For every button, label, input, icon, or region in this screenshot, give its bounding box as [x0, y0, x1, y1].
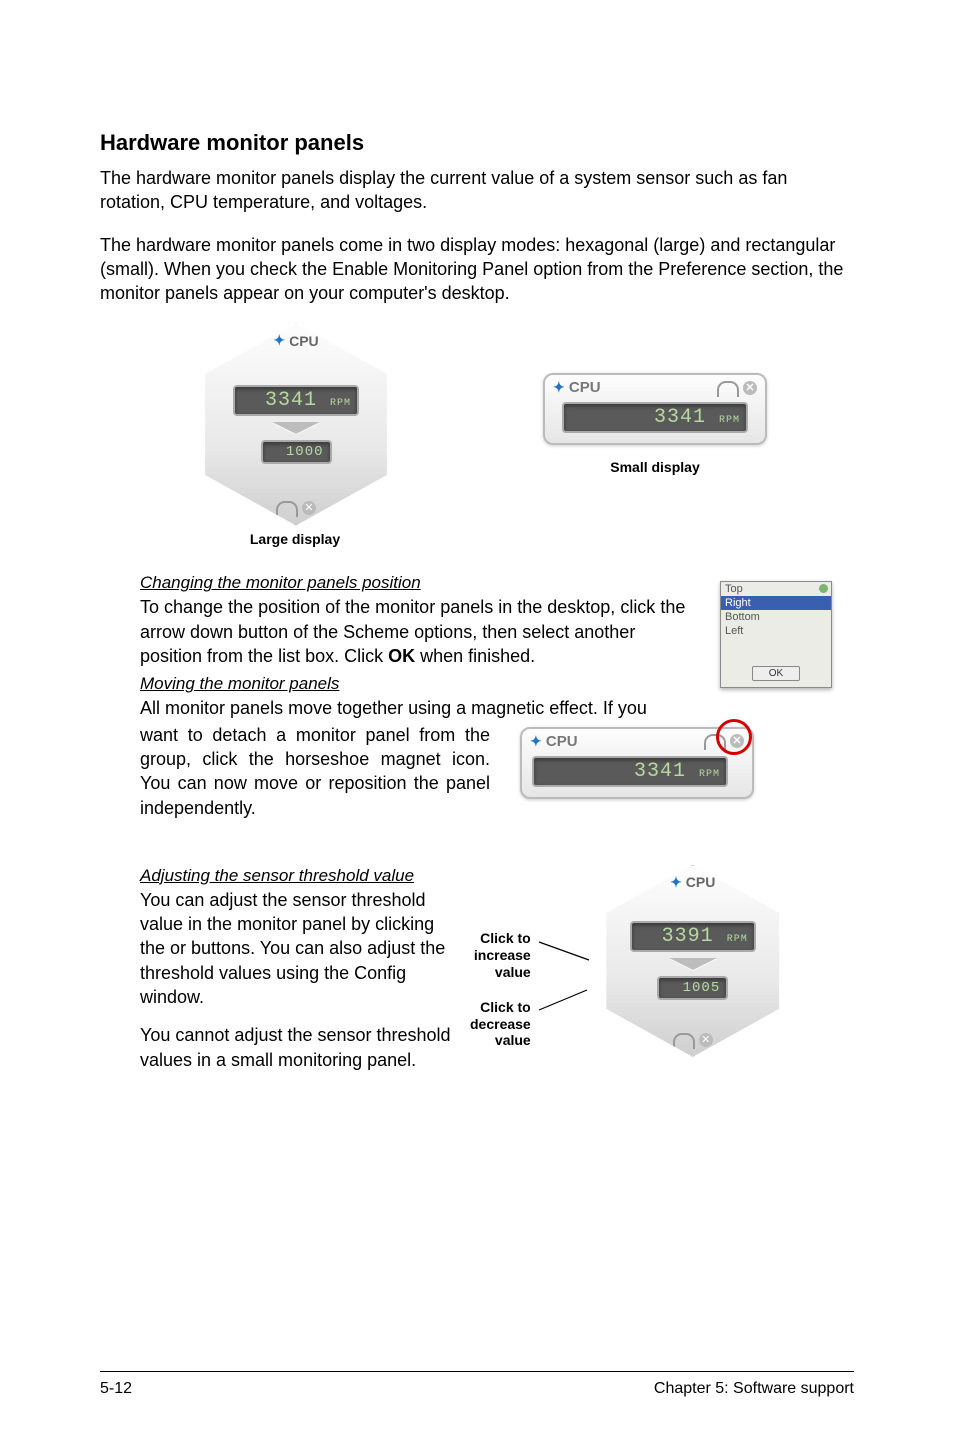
adjust-hex-value: 3391 RPM — [630, 921, 756, 952]
close-icon[interactable]: ✕ — [699, 1033, 713, 1047]
magnet-icon[interactable] — [276, 501, 298, 517]
adjust-threshold-text-1: You can adjust the sensor threshold valu… — [140, 888, 460, 1009]
large-caption: Large display — [180, 531, 410, 547]
large-hex-secondary: 1000 — [261, 440, 332, 464]
adjust-hex-widget: ✦CPU 3391 RPM 1005 ✕ — [597, 865, 787, 1055]
section-heading: Hardware monitor panels — [100, 130, 854, 156]
moving-panels-text-1: All monitor panels move together using a… — [140, 696, 700, 720]
pin-icon: ✦ — [530, 733, 542, 749]
moving-panels-heading: Moving the monitor panels — [140, 674, 700, 694]
large-hex-widget: ✦CPU 3341 RPM 1000 ✕ — [195, 323, 395, 523]
changing-position-text: To change the position of the monitor pa… — [140, 595, 700, 668]
changing-position-heading: Changing the monitor panels position — [140, 573, 700, 593]
adjust-hex-secondary: 1005 — [657, 976, 728, 1000]
adjust-threshold-heading: Adjusting the sensor threshold value — [140, 866, 460, 886]
small-rect-widget: ✦ CPU ✕ 3341 RPM — [543, 373, 767, 445]
close-icon[interactable]: ✕ — [302, 501, 316, 515]
scheme-position-menu[interactable]: Top Right Bottom Left OK — [720, 581, 832, 688]
cpu-label: CPU — [546, 733, 578, 750]
chevron-down-icon[interactable] — [669, 958, 717, 970]
intro-paragraph-1: The hardware monitor panels display the … — [100, 166, 854, 215]
scheme-item[interactable]: Left — [721, 624, 831, 638]
page-footer: 5-12 Chapter 5: Software support — [100, 1371, 854, 1398]
pin-icon: ✦ — [553, 379, 565, 395]
chevron-down-icon[interactable] — [272, 422, 320, 434]
scheme-item[interactable]: Bottom — [721, 610, 831, 624]
display-examples-row: ✦CPU 3341 RPM 1000 ✕ Large display — [100, 323, 854, 547]
intro-paragraph-2: The hardware monitor panels come in two … — [100, 233, 854, 306]
page-number: 5-12 — [100, 1380, 132, 1398]
close-icon[interactable]: ✕ — [743, 381, 757, 395]
adjust-threshold-text-2: You cannot adjust the sensor threshold v… — [140, 1023, 460, 1072]
cpu-label: CPU — [569, 379, 601, 396]
chapter-label: Chapter 5: Software support — [654, 1380, 854, 1398]
magnet-icon[interactable] — [717, 381, 739, 397]
large-hex-value: 3341 RPM — [233, 385, 359, 416]
detach-rect-value: 3341 RPM — [532, 756, 728, 787]
decrease-label: Click to decrease value — [470, 999, 531, 1049]
scheme-item[interactable]: Top — [721, 582, 831, 596]
increase-label: Click to increase value — [470, 930, 531, 980]
magnet-highlight-circle — [716, 719, 752, 755]
small-caption: Small display — [530, 459, 780, 475]
small-rect-value: 3341 RPM — [562, 402, 748, 433]
callout-arrows — [537, 860, 597, 1060]
magnet-icon[interactable] — [673, 1033, 695, 1049]
scheme-ok-button[interactable]: OK — [752, 666, 800, 681]
scheme-item-selected[interactable]: Right — [721, 596, 831, 610]
moving-panels-text-2: want to detach a monitor panel from the … — [140, 723, 490, 820]
